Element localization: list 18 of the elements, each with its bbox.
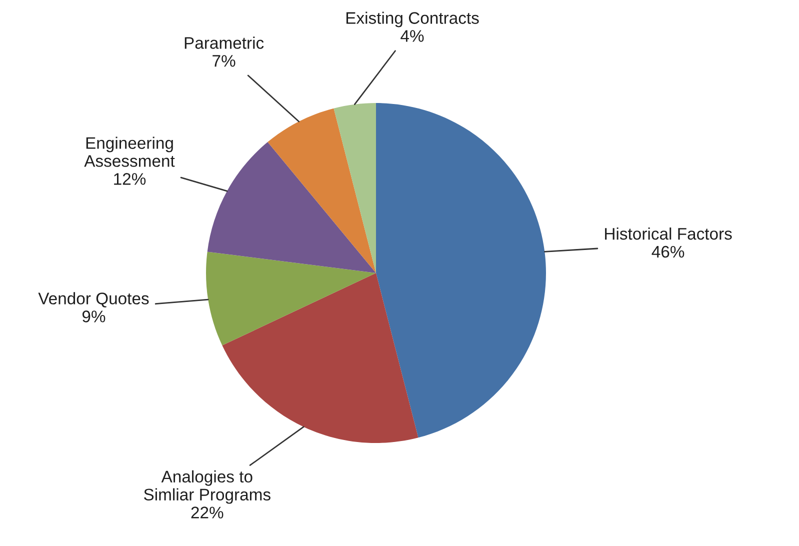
slice-label: Vendor Quotes — [38, 292, 149, 308]
pie-slice — [376, 103, 546, 438]
slice-label: Engineering Assessment — [84, 136, 175, 167]
slice-label: Parametric — [184, 36, 264, 49]
data-label: 7% — [212, 55, 236, 67]
pie-slice — [206, 252, 376, 346]
data-label: 9% — [82, 310, 106, 322]
pie-slice — [334, 103, 376, 273]
pie-slice — [222, 273, 418, 443]
data-label: 46% — [652, 246, 684, 258]
data-label: 22% — [191, 506, 224, 518]
slice-label: Analogies to Simliar Programs — [144, 470, 270, 504]
pie-slice — [207, 142, 376, 273]
slice-label: Historical Factors — [605, 227, 732, 240]
data-label: 4% — [400, 30, 424, 42]
data-label: 12% — [114, 173, 146, 185]
slice-label: Existing Contracts — [346, 12, 479, 28]
pie-slice — [268, 108, 376, 273]
